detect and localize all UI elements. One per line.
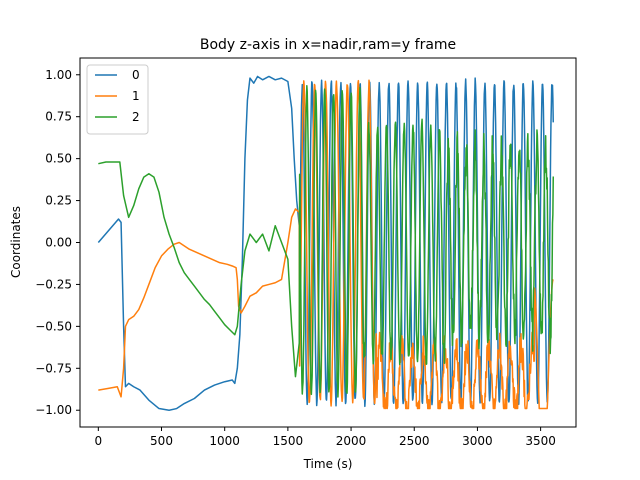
x-tick-label: 1500 — [273, 434, 304, 448]
y-tick-label: 0.00 — [45, 236, 72, 250]
legend-label-1: 1 — [132, 89, 140, 103]
y-tick-label: −0.75 — [35, 361, 72, 375]
y-tick-label: −0.50 — [35, 319, 72, 333]
x-tick-label: 2500 — [399, 434, 430, 448]
y-tick-label: 0.50 — [45, 152, 72, 166]
y-tick-label: 0.25 — [45, 194, 72, 208]
chart-title: Body z-axis in x=nadir,ram=y frame — [200, 37, 456, 53]
y-tick-label: 0.75 — [45, 110, 72, 124]
x-tick-label: 2000 — [336, 434, 367, 448]
y-tick-label: −0.25 — [35, 277, 72, 291]
x-tick-label: 3000 — [462, 434, 493, 448]
x-tick-label: 0 — [95, 434, 103, 448]
x-tick-label: 500 — [150, 434, 173, 448]
series-line-2 — [98, 85, 554, 398]
x-tick-label: 3500 — [525, 434, 556, 448]
legend-label-0: 0 — [132, 68, 140, 82]
legend-label-2: 2 — [132, 110, 140, 124]
series-line-0 — [97, 75, 554, 411]
x-tick-label: 1000 — [209, 434, 240, 448]
y-axis: −1.00 −0.75 −0.50 −0.25 0.00 0.25 0.50 0.75 1.00 — [35, 68, 80, 417]
y-tick-label: 1.00 — [45, 68, 72, 82]
y-axis-label: Coordinates — [9, 206, 23, 278]
x-axis-label: Time (s) — [303, 457, 353, 471]
x-axis: 0 500 1000 1500 2000 2500 3000 3500 — [95, 427, 556, 448]
y-tick-label: −1.00 — [35, 403, 72, 417]
legend: 0 1 2 — [86, 64, 149, 135]
